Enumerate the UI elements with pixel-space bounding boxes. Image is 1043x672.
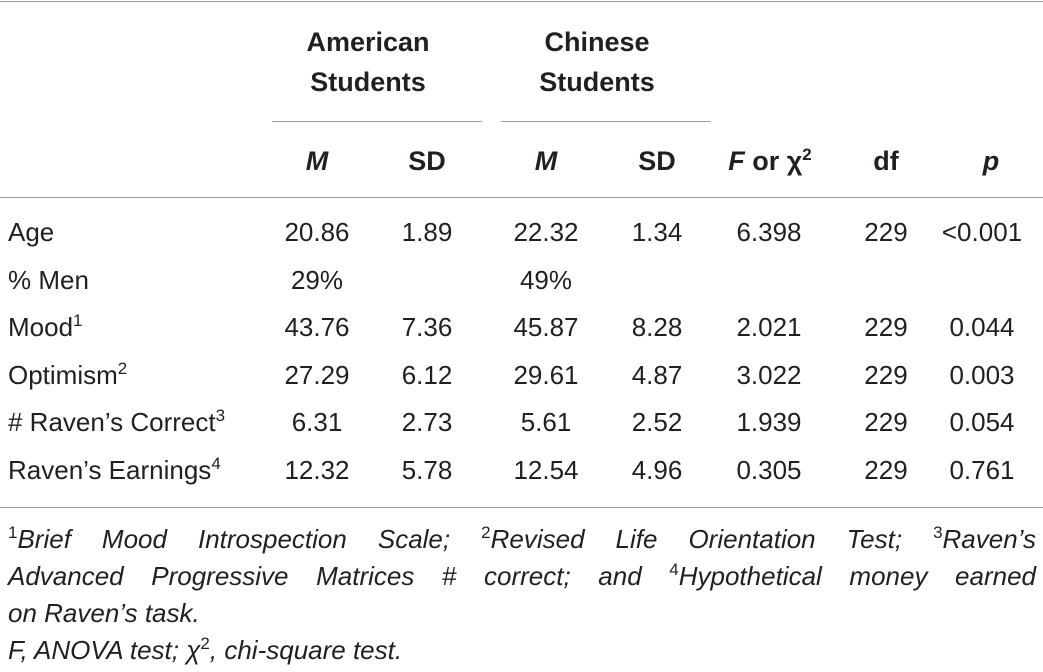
table-cell-df: 229 xyxy=(864,454,908,485)
table-cell-f: 0.305 xyxy=(736,454,802,485)
table-cell-cn-m: 22.32 xyxy=(513,217,579,247)
group-header-american: American Students xyxy=(268,22,468,102)
table-cell-p: 0.044 xyxy=(949,312,1015,342)
footnote-text: Hypothetical money earned xyxy=(678,561,1036,591)
table-cell-cn-sd: 4.96 xyxy=(631,454,683,485)
header-am-m: M xyxy=(305,146,329,176)
row-label-text: Mood xyxy=(8,312,74,342)
footnote-line-2: Advanced Progressive Matrices # correct;… xyxy=(8,558,1036,595)
footnote-text: Advanced Progressive Matrices # correct;… xyxy=(8,561,642,591)
footnote-sup: 4 xyxy=(669,560,679,579)
table-cell-am-sd: 2.73 xyxy=(401,407,453,437)
header-df: df xyxy=(873,146,899,176)
table-cell-cn-sd: 4.87 xyxy=(631,359,683,390)
row-label-sup: 3 xyxy=(215,406,226,425)
table-cell-df: 229 xyxy=(864,312,908,342)
table-cell-cn-sd: 2.52 xyxy=(631,407,683,437)
row-label-text: # Raven’s Correct xyxy=(8,407,216,437)
footnote-sup: 3 xyxy=(933,523,943,542)
header-p: p xyxy=(982,146,1000,176)
footnote-text: Revised Life Orientation Test; xyxy=(490,524,903,554)
row-label-text: % Men xyxy=(8,264,89,295)
group-header-line: Students xyxy=(539,67,655,97)
table-cell-cn-m: 5.61 xyxy=(520,407,572,437)
table-cell-p: 0.761 xyxy=(949,454,1015,485)
row-label-sup: 1 xyxy=(73,311,83,330)
footnote-line-3: on Raven’s task. xyxy=(8,595,1036,632)
table-cell-df: 229 xyxy=(864,407,908,437)
table-cell-am-m: 43.76 xyxy=(284,312,350,342)
header-cn-m: M xyxy=(534,146,558,176)
header-f-chi: F or χ2 xyxy=(705,146,835,177)
row-label: Mood1 xyxy=(8,312,83,343)
footnote-abbrev: F, ANOVA test; χ2, chi-square test. xyxy=(8,632,1036,669)
footnote-text: Brief Mood Introspection Scale; xyxy=(17,524,451,554)
table-cell-cn-m: 12.54 xyxy=(513,454,579,485)
table-cell-am-sd: 7.36 xyxy=(401,312,453,342)
footnote-sup: 1 xyxy=(8,523,18,542)
table-cell-p: <0.001 xyxy=(941,217,1023,247)
group-header-line: Chinese xyxy=(544,27,650,57)
row-label-sup: 4 xyxy=(211,453,221,473)
header-bottom-rule xyxy=(0,197,1043,198)
table-cell-p: 0.003 xyxy=(949,359,1015,390)
footnote-text: Raven’s xyxy=(942,524,1036,554)
footnote-text: on Raven’s task. xyxy=(8,598,200,628)
table-cell-f: 1.939 xyxy=(736,407,802,437)
row-label-text: Age xyxy=(8,217,55,247)
table-bottom-rule xyxy=(0,507,1043,508)
group-rule-chinese xyxy=(501,121,711,122)
table-cell-cn-m: 45.87 xyxy=(513,312,579,342)
table-cell-df: 229 xyxy=(864,359,908,390)
row-label-text: Optimism xyxy=(8,359,118,390)
table-cell-am-sd: 5.78 xyxy=(401,454,453,485)
table-cell-am-m: 6.31 xyxy=(291,407,343,437)
table-cell-f: 3.022 xyxy=(736,359,802,390)
group-header-line: Students xyxy=(310,67,426,97)
table-cell-df: 229 xyxy=(864,217,908,247)
table-cell-am-m: 12.32 xyxy=(284,454,350,485)
row-label: Raven’s Earnings4 xyxy=(8,455,221,486)
table-cell-am-sd: 6.12 xyxy=(401,359,453,390)
group-header-line: American xyxy=(306,27,430,57)
row-label-text: Raven’s Earnings xyxy=(8,454,212,485)
footnote-line-1: 1Brief Mood Introspection Scale; 2Revise… xyxy=(8,521,1036,558)
row-label: # Raven’s Correct3 xyxy=(8,407,225,438)
row-label: Optimism2 xyxy=(8,360,127,391)
footnote-sup: 2 xyxy=(200,634,210,653)
table-cell-am-sd: 1.89 xyxy=(401,217,453,247)
table-cell-am-m: 29% xyxy=(290,264,344,295)
table-cell-f: 2.021 xyxy=(736,312,802,342)
table-cell-cn-sd: 1.34 xyxy=(631,217,683,247)
footnote-text: F, ANOVA test; χ xyxy=(8,635,201,665)
footnotes: 1Brief Mood Introspection Scale; 2Revise… xyxy=(8,521,1036,669)
table-cell-am-m: 27.29 xyxy=(284,359,350,390)
row-label: % Men xyxy=(8,265,89,296)
table-cell-cn-sd: 8.28 xyxy=(631,312,683,342)
header-f-italic: F xyxy=(728,146,745,176)
table-cell-f: 6.398 xyxy=(736,217,802,247)
header-cn-sd: SD xyxy=(638,146,676,176)
row-label-sup: 2 xyxy=(117,358,128,378)
group-header-chinese: Chinese Students xyxy=(497,22,697,102)
header-f-rest: or χ xyxy=(744,146,803,176)
table-cell-cn-m: 29.61 xyxy=(513,359,579,390)
table-top-rule xyxy=(0,1,1043,2)
footnote-text: , chi-square test. xyxy=(209,635,403,665)
header-f-sup: 2 xyxy=(802,145,812,164)
header-am-sd: SD xyxy=(408,146,446,176)
table-cell-am-m: 20.86 xyxy=(284,217,350,247)
table-cell-cn-m: 49% xyxy=(519,264,573,295)
row-label: Age xyxy=(8,217,54,248)
group-rule-american xyxy=(272,121,482,122)
table-cell-p: 0.054 xyxy=(949,407,1015,437)
footnote-sup: 2 xyxy=(481,523,491,542)
